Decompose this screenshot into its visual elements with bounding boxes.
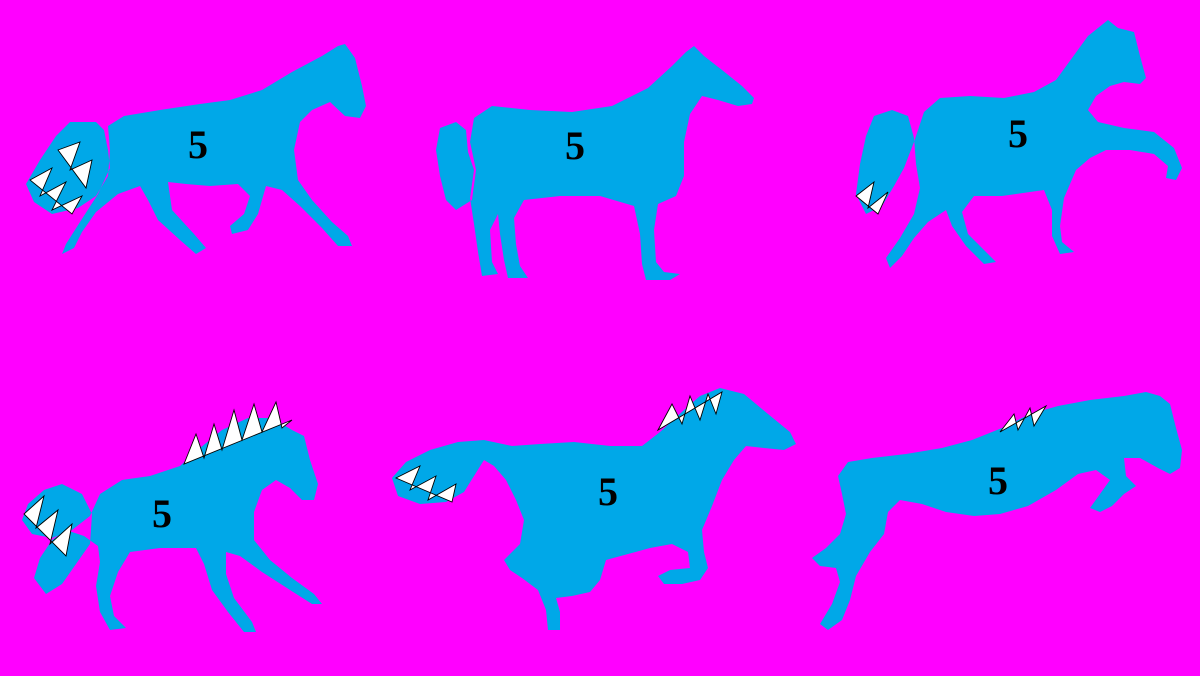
horse-4-silhouette (22, 400, 322, 632)
horse-5-silhouette (392, 388, 796, 630)
horse-6-number: 5 (988, 458, 1008, 503)
horse-1-number: 5 (188, 122, 208, 167)
horse-2-number: 5 (565, 123, 585, 168)
horse-6-silhouette (812, 392, 1182, 630)
horse-4-number: 5 (152, 491, 172, 536)
horse-1-silhouette (26, 44, 366, 254)
horse-2-silhouette (436, 46, 754, 280)
horse-5-number: 5 (598, 469, 618, 514)
horse-3-silhouette (855, 20, 1182, 268)
horse-3-number: 5 (1008, 111, 1028, 156)
